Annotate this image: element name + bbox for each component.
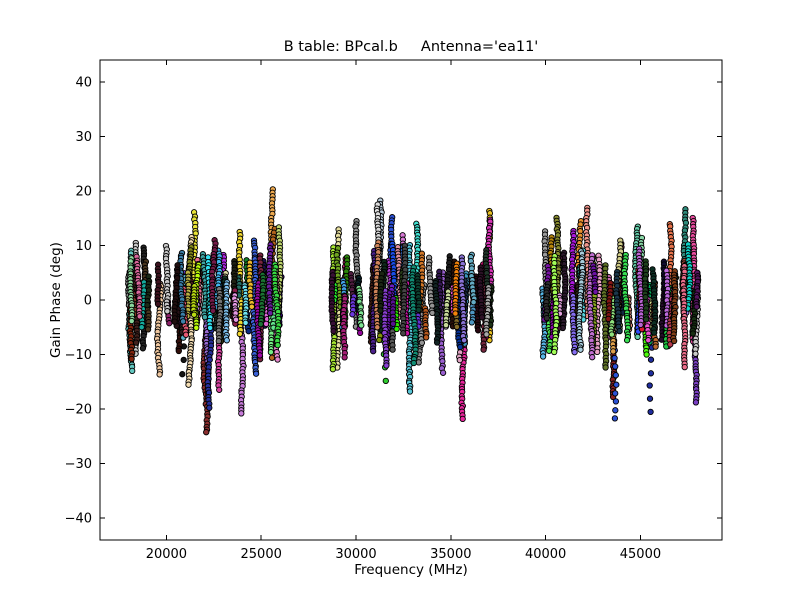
x-tick-label: 30000 [335, 547, 376, 562]
x-axis-label: Frequency (MHz) [354, 562, 468, 578]
x-tick-label: 25000 [241, 547, 282, 562]
x-tick-label: 45000 [620, 547, 661, 562]
y-tick-label: −10 [65, 348, 92, 363]
scatter-points-band3 [541, 214, 702, 371]
y-tick-label: 10 [75, 239, 92, 254]
y-tick-label: −40 [65, 512, 92, 527]
y-tick-label: −30 [65, 457, 92, 472]
y-tick-label: 40 [75, 75, 92, 90]
y-tick-label: 20 [75, 184, 92, 199]
scatter-points-band1 [125, 224, 285, 363]
x-tick-label: 35000 [430, 547, 471, 562]
scatter-points-band2 [328, 232, 495, 369]
scatter-points [125, 186, 702, 436]
axis-ticks [100, 60, 722, 540]
y-axis-label: Gain Phase (deg) [48, 242, 64, 358]
y-tick-label: 30 [75, 130, 92, 145]
y-tick-label: −20 [65, 403, 92, 418]
x-tick-label: 40000 [525, 547, 566, 562]
y-tick-label: 0 [84, 294, 92, 309]
plot-title: B table: BPcal.b Antenna='ea11' [283, 39, 539, 55]
x-tick-label: 20000 [146, 547, 187, 562]
